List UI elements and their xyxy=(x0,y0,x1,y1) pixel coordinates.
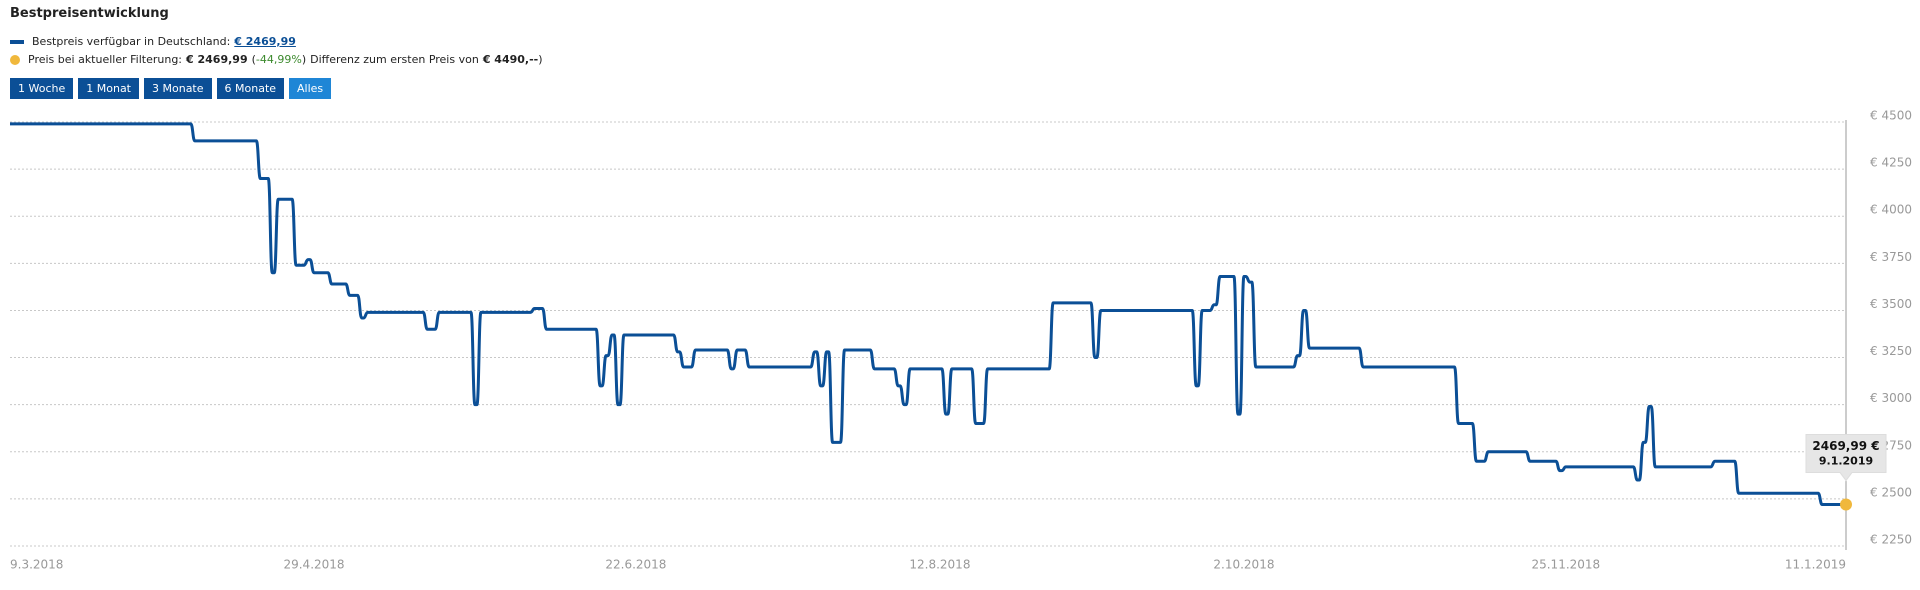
y-tick-label: € 2500 xyxy=(1870,485,1912,499)
legend-text: Preis bei aktueller Filterung: xyxy=(28,53,183,66)
tooltip: 2469,99 € 9.1.2019 xyxy=(1805,434,1887,482)
legend-item: Bestpreis verfügbar in Deutschland: € 24… xyxy=(10,35,296,48)
legend-swatch xyxy=(10,54,20,65)
tooltip-box xyxy=(1805,434,1887,482)
x-tick-label: 29.4.2018 xyxy=(283,558,344,572)
y-tick-label: € 3250 xyxy=(1870,344,1912,358)
tooltip-date: 9.1.2019 xyxy=(1819,455,1873,468)
legend-item: Preis bei aktueller Filterung: € 2469,99… xyxy=(10,53,543,66)
title: Bestpreisentwicklung xyxy=(10,6,169,21)
current-price-marker xyxy=(1840,498,1852,511)
y-tick-label: € 4500 xyxy=(1870,109,1912,123)
legend-text: Differenz zum ersten Preis von xyxy=(310,53,479,66)
paren: (-44,99%) xyxy=(251,53,307,66)
x-tick-label: 11.1.2019 xyxy=(1785,558,1846,572)
range-button[interactable]: 1 Monat xyxy=(78,78,139,99)
y-tick-label: € 3750 xyxy=(1870,250,1912,264)
legend-text: Bestpreis verfügbar in Deutschland: xyxy=(32,35,231,48)
range-button[interactable]: 1 Woche xyxy=(10,78,74,99)
y-tick-label: € 3500 xyxy=(1870,297,1912,311)
legend-change: -44,99% xyxy=(255,53,302,66)
y-tick-label: € 2750 xyxy=(1870,438,1912,452)
y-tick-label: € 3000 xyxy=(1870,391,1912,405)
tooltip-price: 2469,99 € xyxy=(1812,439,1879,453)
price-line xyxy=(10,122,1846,507)
y-tick-label: € 4250 xyxy=(1870,156,1912,170)
range-button[interactable]: 3 Monate xyxy=(144,78,212,99)
range-button[interactable]: Alles xyxy=(289,78,332,99)
legend-swatch xyxy=(10,39,24,44)
legend-price: € 2469,99 xyxy=(186,53,248,66)
paren: € 4490,--) xyxy=(482,53,543,66)
range-buttons: 1 Woche 1 Monat 3 Monate 6 Monate Alles xyxy=(10,78,332,99)
x-tick-label: 12.8.2018 xyxy=(909,558,970,572)
x-tick-label: 22.6.2018 xyxy=(605,558,666,572)
legend-first-price: € 4490,-- xyxy=(482,53,539,66)
range-button[interactable]: 6 Monate xyxy=(216,78,285,99)
y-tick-label: € 4000 xyxy=(1870,203,1912,217)
x-tick-label: 9.3.2018 xyxy=(10,558,63,572)
y-tick-label: € 2250 xyxy=(1870,533,1912,547)
price-link[interactable]: € 2469,99 xyxy=(234,35,296,48)
x-tick-label: 2.10.2018 xyxy=(1213,558,1274,572)
x-tick-label: 25.11.2018 xyxy=(1531,558,1600,572)
